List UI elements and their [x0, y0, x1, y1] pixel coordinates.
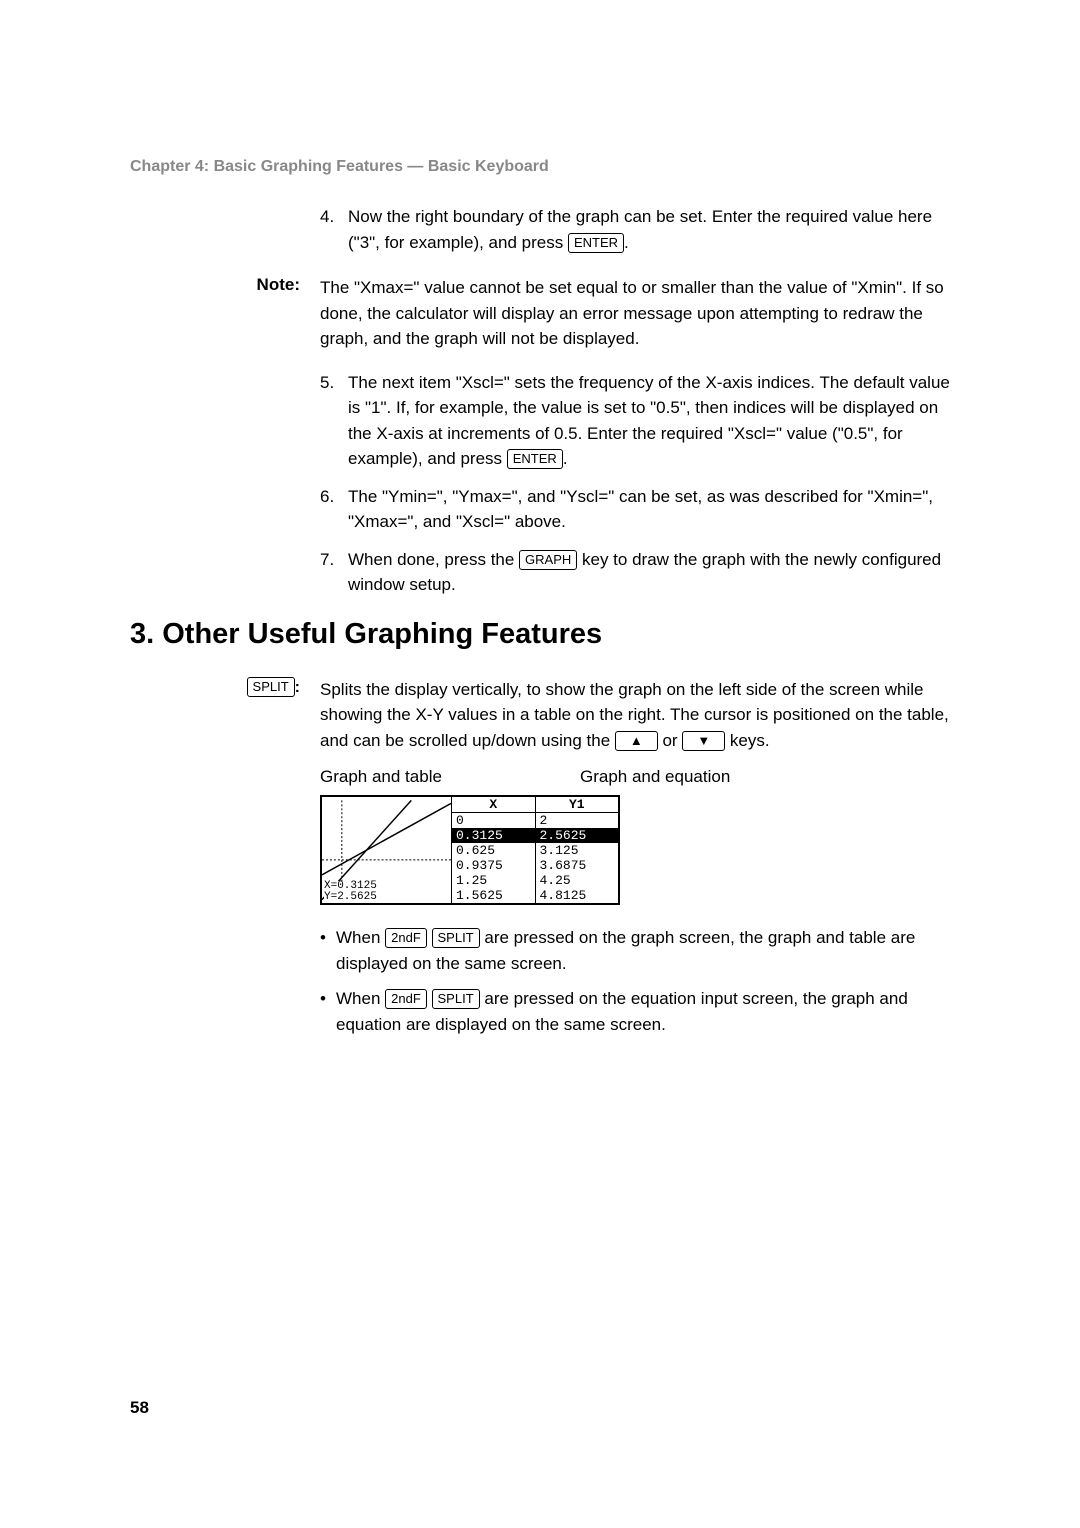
step-num: 4.	[320, 204, 348, 255]
cell: 0.3125	[452, 828, 535, 843]
step-6: 6. The "Ymin=", "Ymax=", and "Yscl=" can…	[320, 484, 950, 535]
chapter-header: Chapter 4: Basic Graphing Features — Bas…	[130, 158, 950, 176]
cell: 3.125	[535, 843, 618, 858]
bullet-item: • When 2ndF SPLIT are pressed on the equ…	[320, 986, 950, 1037]
cell: 1.25	[452, 873, 535, 888]
text: Now the right boundary of the graph can …	[348, 207, 932, 252]
secondf-key: 2ndF	[385, 989, 427, 1009]
cell: 0.625	[452, 843, 535, 858]
split-key: SPLIT	[247, 677, 295, 697]
text: keys.	[725, 731, 769, 750]
text: The next item "Xscl=" sets the frequency…	[348, 373, 950, 469]
enter-key: ENTER	[507, 449, 563, 469]
calc-table: X Y1 0 2 0.3125 2.5625 0.625 3.125 0.937…	[452, 797, 618, 903]
step-num: 6.	[320, 484, 348, 535]
bullet-text: When 2ndF SPLIT are pressed on the graph…	[336, 925, 950, 976]
step-text: The next item "Xscl=" sets the frequency…	[348, 370, 950, 472]
table-row: 1.25 4.25	[452, 873, 618, 888]
section-title: 3. Other Useful Graphing Features	[130, 618, 950, 651]
split-key-label: SPLIT:	[130, 677, 320, 754]
cell: 1.5625	[452, 888, 535, 903]
split-text: Splits the display vertically, to show t…	[320, 677, 950, 754]
step-num: 7.	[320, 547, 348, 598]
text: .	[624, 233, 629, 252]
split-key: SPLIT	[432, 989, 480, 1009]
split-key: SPLIT	[432, 928, 480, 948]
down-arrow-key: ▼	[682, 731, 725, 751]
text: or	[658, 731, 683, 750]
graph-equation-label: Graph and equation	[580, 767, 730, 787]
bullet-list: • When 2ndF SPLIT are pressed on the gra…	[320, 925, 950, 1037]
calc-table-pane: X Y1 0 2 0.3125 2.5625 0.625 3.125 0.937…	[452, 797, 618, 903]
step-5: 5. The next item "Xscl=" sets the freque…	[320, 370, 950, 472]
text: .	[563, 449, 568, 468]
step-text: The "Ymin=", "Ymax=", and "Yscl=" can be…	[348, 484, 950, 535]
graph-key: GRAPH	[519, 550, 577, 570]
note-label: Note:	[130, 275, 320, 352]
bullet-text: When 2ndF SPLIT are pressed on the equat…	[336, 986, 950, 1037]
table-row: 0.625 3.125	[452, 843, 618, 858]
text: When	[336, 989, 385, 1008]
secondf-key: 2ndF	[385, 928, 427, 948]
split-description: SPLIT: Splits the display vertically, to…	[130, 677, 950, 754]
cell: 2.5625	[535, 828, 618, 843]
bullet-dot: •	[320, 986, 336, 1037]
cell: 2	[535, 813, 618, 829]
page-number: 58	[130, 1398, 149, 1418]
table-row-highlight: 0.3125 2.5625	[452, 828, 618, 843]
cell: 0.9375	[452, 858, 535, 873]
graph-table-label: Graph and table	[320, 767, 580, 787]
text: When	[336, 928, 385, 947]
table-header-row: X Y1	[452, 797, 618, 813]
colon: :	[295, 679, 300, 696]
note-text: The "Xmax=" value cannot be set equal to…	[320, 275, 950, 352]
note-block: Note: The "Xmax=" value cannot be set eq…	[130, 275, 950, 352]
header-y1: Y1	[535, 797, 618, 813]
step-7: 7. When done, press the GRAPH key to dra…	[320, 547, 950, 598]
calc-graph-pane: X=0.3125 Y=2.5625	[322, 797, 452, 903]
header-x: X	[452, 797, 535, 813]
cell: 0	[452, 813, 535, 829]
table-row: 1.5625 4.8125	[452, 888, 618, 903]
step-text: When done, press the GRAPH key to draw t…	[348, 547, 950, 598]
cell: 4.8125	[535, 888, 618, 903]
bullet-dot: •	[320, 925, 336, 976]
step-4: 4. Now the right boundary of the graph c…	[320, 204, 950, 255]
step-text: Now the right boundary of the graph can …	[348, 204, 950, 255]
step-num: 5.	[320, 370, 348, 472]
table-row: 0.9375 3.6875	[452, 858, 618, 873]
calculator-display: X=0.3125 Y=2.5625 X Y1 0 2 0.3125 2.5625…	[320, 795, 620, 905]
up-arrow-key: ▲	[615, 731, 658, 751]
cell: 3.6875	[535, 858, 618, 873]
cell: 4.25	[535, 873, 618, 888]
table-row: 0 2	[452, 813, 618, 829]
text: When done, press the	[348, 550, 519, 569]
bullet-item: • When 2ndF SPLIT are pressed on the gra…	[320, 925, 950, 976]
calc-coords: X=0.3125 Y=2.5625	[324, 881, 377, 903]
graph-labels: Graph and table Graph and equation	[320, 767, 950, 787]
coord-y: Y=2.5625	[324, 892, 377, 903]
enter-key: ENTER	[568, 233, 624, 253]
